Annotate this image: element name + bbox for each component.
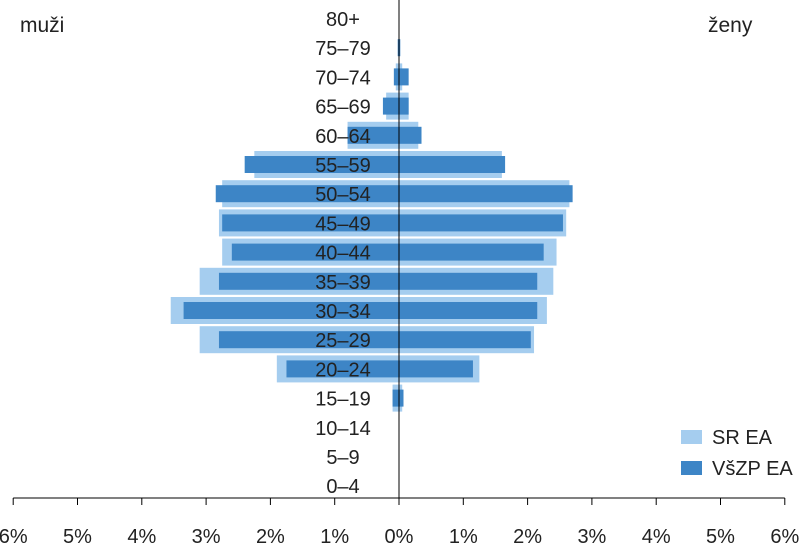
bar-vszp-ea-women — [399, 156, 506, 173]
bar-vszp-ea-men — [286, 360, 399, 378]
bar-vszp-ea-women — [399, 126, 422, 144]
x-tick-label: 5% — [63, 526, 92, 548]
bar-vszp-ea-women — [399, 243, 544, 261]
category-label: 25–29 — [315, 330, 371, 352]
x-tick-label: 6% — [770, 526, 799, 548]
bar-vszp-ea-men — [392, 389, 399, 407]
x-tick-label: 3% — [192, 526, 221, 548]
category-label: 55–59 — [315, 155, 371, 177]
category-label: 60–64 — [315, 126, 371, 148]
bar-vszp-ea-men — [218, 272, 399, 290]
category-label: 20–24 — [315, 359, 371, 381]
category-label: 80+ — [326, 9, 360, 31]
x-tick-label: 1% — [449, 526, 478, 548]
category-label: 0–4 — [326, 476, 359, 498]
bar-vszp-ea-women — [399, 214, 563, 232]
bar-vszp-ea-women — [399, 185, 573, 203]
bar-vszp-ea-men — [244, 156, 399, 173]
bar-vszp-ea-women — [399, 331, 531, 349]
legend-swatch-vszp-ea — [681, 461, 702, 475]
axes-layer — [12, 0, 786, 505]
bar-vszp-ea-women — [399, 97, 409, 115]
legend-label-sr-ea: SR EA — [712, 427, 773, 449]
bar-vszp-ea-men — [347, 126, 399, 144]
x-tick-label: 3% — [577, 526, 606, 548]
category-label: 45–49 — [315, 213, 371, 235]
x-tick-label: 0% — [385, 526, 414, 548]
right-side-label: ženy — [708, 14, 753, 37]
bar-vszp-ea-women — [399, 302, 538, 319]
x-tick-label: 2% — [256, 526, 285, 548]
category-label: 50–54 — [315, 184, 371, 206]
x-tick-label: 4% — [127, 526, 156, 548]
bar-vszp-ea-men — [215, 185, 399, 203]
x-tick-label: 6% — [0, 526, 28, 548]
category-labels: 80+ 75–79 70–74 65–69 60–64 55–59 50–54 45–49 40… — [315, 9, 371, 498]
bar-vszp-ea-women — [399, 360, 473, 378]
legend-label-vszp-ea: VšZP EA — [712, 458, 793, 480]
legend: SR EA VšZP EA — [681, 427, 793, 480]
bar-vszp-ea-women — [399, 272, 538, 290]
bar-vszp-ea-men — [393, 68, 399, 86]
bar-vszp-ea-women — [399, 39, 401, 57]
category-label: 65–69 — [315, 97, 371, 119]
category-label: 15–19 — [315, 389, 371, 411]
x-tick-label: 2% — [513, 526, 542, 548]
category-label: 70–74 — [315, 67, 371, 89]
category-label: 40–44 — [315, 243, 371, 265]
bar-vszp-ea-women — [399, 389, 404, 407]
x-tick-label: 1% — [320, 526, 349, 548]
category-label: 35–39 — [315, 272, 371, 294]
bar-vszp-ea-men — [382, 97, 399, 115]
bar-vszp-ea-men — [397, 39, 399, 57]
bar-vszp-ea-men — [218, 331, 399, 349]
bar-vszp-ea-men — [222, 214, 399, 232]
x-tick-label: 4% — [642, 526, 671, 548]
x-tick-label: 5% — [706, 526, 735, 548]
left-side-label: muži — [20, 14, 64, 37]
category-label: 75–79 — [315, 38, 371, 60]
bar-vszp-ea-men — [231, 243, 399, 261]
bars-layer — [170, 39, 573, 412]
x-tick-labels: 6% 5% 4% 3% 2% 1% 0% 1% 2% 3% 4% 5% 6% — [0, 526, 799, 548]
bar-vszp-ea-women — [399, 68, 409, 86]
legend-swatch-sr-ea — [681, 430, 702, 444]
category-label: 10–14 — [315, 418, 371, 440]
category-label: 5–9 — [326, 447, 359, 469]
bar-vszp-ea-men — [183, 302, 399, 319]
category-label: 30–34 — [315, 301, 371, 323]
